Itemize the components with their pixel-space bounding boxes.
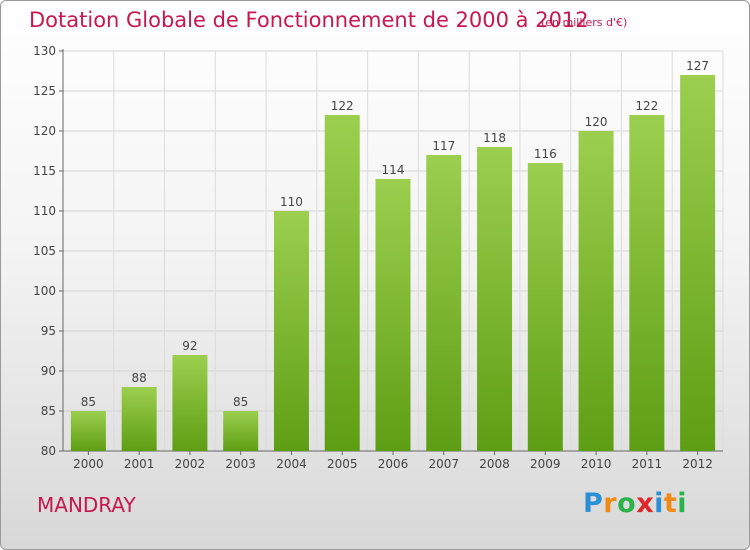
logo-letter: i bbox=[677, 488, 688, 519]
data-labels: 85 88 92 85 110 122 114 117 118 116 120 122 127 bbox=[81, 59, 709, 409]
logo-letter: t bbox=[663, 488, 678, 519]
bar-2010 bbox=[578, 131, 614, 451]
y-tick-label: 125 bbox=[33, 84, 56, 98]
data-label-2012: 127 bbox=[686, 59, 709, 73]
bar-2007 bbox=[426, 155, 462, 451]
data-label-2001: 88 bbox=[132, 371, 147, 385]
x-tick-label: 2004 bbox=[276, 457, 307, 471]
data-label-2010: 120 bbox=[585, 115, 608, 129]
logo-letter: P bbox=[583, 488, 604, 519]
x-tick-label: 2005 bbox=[327, 457, 358, 471]
logo-letter: i bbox=[654, 488, 664, 519]
x-tick-label: 2009 bbox=[530, 457, 561, 471]
y-tick-label: 110 bbox=[33, 204, 56, 218]
bar-2005 bbox=[324, 115, 360, 451]
x-tick-label: 2011 bbox=[632, 457, 663, 471]
y-tick-label: 120 bbox=[33, 124, 56, 138]
y-tick-label: 100 bbox=[33, 284, 56, 298]
y-tick-label: 90 bbox=[41, 364, 56, 378]
data-label-2009: 116 bbox=[534, 147, 557, 161]
x-tick-label: 2008 bbox=[479, 457, 510, 471]
data-label-2011: 122 bbox=[635, 99, 658, 113]
data-label-2006: 114 bbox=[382, 163, 405, 177]
x-tick-label: 2007 bbox=[428, 457, 459, 471]
y-tick-label: 115 bbox=[33, 164, 56, 178]
x-tick-label: 2006 bbox=[378, 457, 409, 471]
proxiti-logo[interactable]: Proxiti bbox=[583, 488, 687, 519]
bar-2012 bbox=[680, 75, 716, 451]
chart-title: Dotation Globale de Fonctionnement de 20… bbox=[29, 8, 589, 32]
x-tick-label: 2012 bbox=[682, 457, 713, 471]
logo-letter: x bbox=[636, 488, 655, 519]
y-tick-label: 130 bbox=[33, 44, 56, 58]
y-tick-label: 95 bbox=[41, 324, 56, 338]
x-tick-label: 2002 bbox=[175, 457, 206, 471]
data-label-2005: 122 bbox=[331, 99, 354, 113]
data-label-2000: 85 bbox=[81, 395, 96, 409]
y-tick-label: 85 bbox=[41, 404, 56, 418]
x-tick-label: 2010 bbox=[581, 457, 612, 471]
bars bbox=[70, 75, 716, 451]
data-label-2002: 92 bbox=[182, 339, 197, 353]
commune-name: MANDRAY bbox=[37, 493, 136, 517]
bar-2009 bbox=[527, 163, 563, 451]
data-label-2007: 117 bbox=[432, 139, 455, 153]
x-tick-label: 2001 bbox=[124, 457, 155, 471]
data-label-2008: 118 bbox=[483, 131, 506, 145]
logo-letter: r bbox=[603, 488, 618, 519]
bar-2006 bbox=[375, 179, 411, 451]
bar-2004 bbox=[273, 211, 309, 451]
bar-2003 bbox=[223, 411, 259, 451]
bar-2011 bbox=[629, 115, 665, 451]
bar-2000 bbox=[70, 411, 106, 451]
bar-2008 bbox=[477, 147, 513, 451]
x-tick-label: 2003 bbox=[225, 457, 256, 471]
logo-letter: o bbox=[617, 488, 637, 519]
data-label-2003: 85 bbox=[233, 395, 248, 409]
data-label-2004: 110 bbox=[280, 195, 303, 209]
y-tick-label: 80 bbox=[41, 444, 56, 458]
x-tick-label: 2000 bbox=[73, 457, 104, 471]
bar-2001 bbox=[121, 387, 157, 451]
chart-unit: (en milliers d'€) bbox=[541, 16, 628, 29]
bar-2002 bbox=[172, 355, 208, 451]
y-tick-label: 105 bbox=[33, 244, 56, 258]
